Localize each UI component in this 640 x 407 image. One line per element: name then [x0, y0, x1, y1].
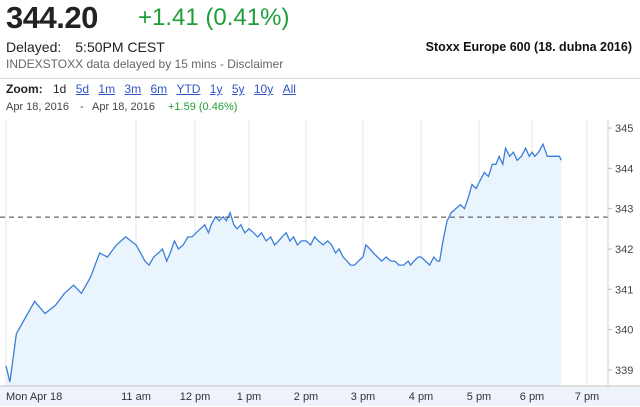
zoom-1d[interactable]: 1d — [53, 82, 67, 96]
delayed-time: 5:50PM CEST — [75, 39, 165, 55]
chart-axes: 339 340 341 342 343 344 345 Mon Apr 18 11 am 12 p… — [0, 120, 640, 406]
range-to[interactable]: Apr 18, 2016 — [92, 101, 155, 113]
y-tick-label: 339 — [615, 365, 633, 377]
chart-caption: Stoxx Europe 600 (18. dubna 2016) — [425, 40, 632, 54]
x-axis-strip — [0, 387, 640, 406]
zoom-10y[interactable]: 10y — [253, 82, 274, 96]
range-from[interactable]: Apr 18, 2016 — [6, 101, 69, 113]
x-tick-label: 3 pm — [351, 391, 375, 403]
zoom-all[interactable]: All — [282, 82, 296, 96]
zoom-label: Zoom: — [6, 82, 43, 96]
date-range-row: Apr 18, 2016 - Apr 18, 2016 +1.59 (0.46%… — [0, 98, 640, 118]
y-tick-label: 342 — [615, 244, 633, 256]
range-separator: - — [80, 101, 84, 113]
source-note: INDEXSTOXX data delayed by 15 mins - Dis… — [6, 57, 284, 71]
zoom-6m[interactable]: 6m — [150, 82, 168, 96]
zoom-1y[interactable]: 1y — [209, 82, 223, 96]
y-tick-label: 341 — [615, 284, 633, 296]
price-area-fill — [6, 144, 562, 386]
zoom-ytd[interactable]: YTD — [176, 82, 201, 96]
zoom-5y[interactable]: 5y — [231, 82, 245, 96]
x-tick-label: 7 pm — [575, 391, 599, 403]
x-tick-label: 5 pm — [467, 391, 491, 403]
x-tick-label: 6 pm — [520, 391, 544, 403]
y-tick-label: 343 — [615, 204, 633, 216]
range-change: +1.59 (0.46%) — [168, 101, 238, 113]
zoom-3m[interactable]: 3m — [124, 82, 142, 96]
y-tick-label: 345 — [615, 123, 633, 135]
x-tick-label: 11 am — [121, 391, 151, 403]
x-tick-label: 2 pm — [294, 391, 318, 403]
x-tick-label: 1 pm — [237, 391, 261, 403]
zoom-bar: Zoom: 1d 5d 1m 3m 6m YTD 1y 5y 10y All — [6, 82, 299, 96]
x-tick-label: Mon Apr 18 — [6, 391, 62, 403]
delayed-label: Delayed: — [6, 39, 62, 55]
x-tick-label: 4 pm — [409, 391, 433, 403]
delayed-status: Delayed: 5:50PM CEST — [6, 39, 165, 55]
price-line — [5, 142, 562, 383]
y-tick-label: 340 — [615, 325, 633, 337]
price-change: +1.41 (0.41%) — [138, 4, 290, 31]
last-price: 344.20 — [6, 0, 98, 35]
y-tick-label: 344 — [615, 163, 633, 175]
zoom-5d[interactable]: 5d — [75, 82, 90, 96]
zoom-1m[interactable]: 1m — [98, 82, 116, 96]
x-tick-label: 12 pm — [180, 391, 211, 403]
